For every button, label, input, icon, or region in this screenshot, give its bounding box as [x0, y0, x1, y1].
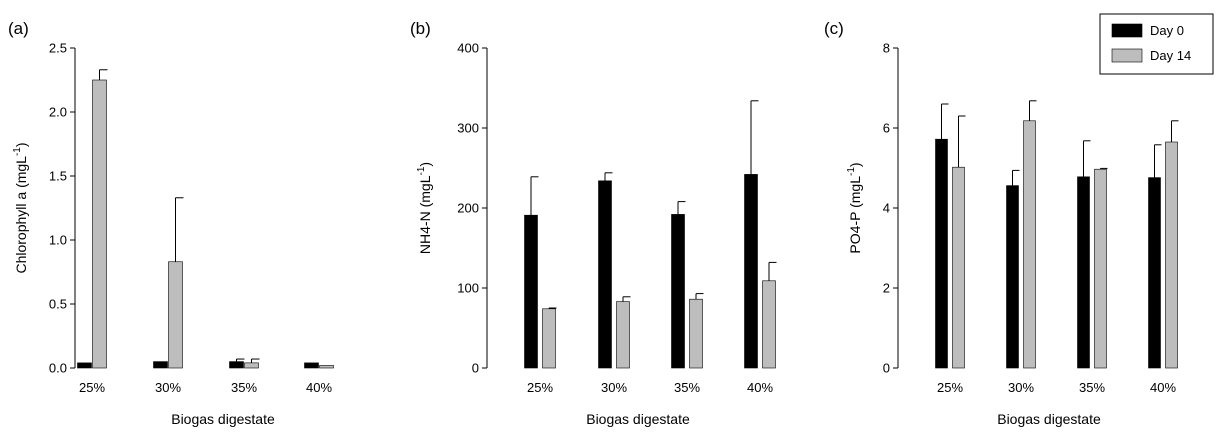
y-tick-label: 200 [457, 201, 479, 216]
y-axis-label-main: Chlorophyll a (mgL [13, 156, 29, 274]
y-tick-label: 4 [883, 201, 890, 216]
bar-day14-35pct [1094, 168, 1107, 369]
y-tick-label: 8 [883, 41, 890, 56]
bar-day0-40pct [744, 174, 758, 369]
bar-day0-30pct [153, 361, 168, 369]
panel-a: (a) 0.0 0.5 1.0 1.5 2.0 2.5 Chlorophyll a (mgL-… [8, 19, 334, 427]
bar-day0-30pct [1006, 185, 1019, 369]
panel-label: (a) [8, 19, 29, 38]
bar-day0-25pct [524, 214, 538, 369]
legend-label-day14: Day 14 [1150, 48, 1191, 63]
x-tick-label: 35% [1079, 380, 1105, 395]
y-tick-label: 1.0 [49, 233, 67, 248]
x-tick-label: 35% [231, 380, 257, 395]
x-tick-label: 40% [747, 380, 773, 395]
y-axis-label-superscript: -1 [12, 147, 23, 156]
y-axis-label-close: ) [847, 162, 863, 167]
y-tick-label: 2.0 [49, 105, 67, 120]
bar-day0-25pct [935, 138, 948, 369]
y-axis-label-superscript: -1 [846, 167, 857, 176]
y-tick-label: 0 [472, 361, 479, 376]
bar-day0-35pct [229, 361, 244, 369]
x-tick-label: 25% [937, 380, 963, 395]
bar-day0-25pct [77, 362, 92, 369]
bar-day14-30pct [1023, 120, 1036, 369]
bar-day14-35pct [689, 298, 703, 369]
y-tick-label: 100 [457, 281, 479, 296]
bar-day0-30pct [598, 180, 612, 369]
bar-day14-40pct [762, 280, 776, 369]
panel-label: (b) [410, 19, 431, 38]
legend-swatch-day0 [1111, 23, 1143, 38]
panel-label: (c) [824, 19, 844, 38]
y-tick-label: 400 [457, 41, 479, 56]
y-tick-label: 1.5 [49, 169, 67, 184]
y-axis-label-main: NH4-N (mgL [417, 175, 433, 254]
bar-day14-35pct [244, 362, 259, 369]
y-tick-label: 2.5 [49, 41, 67, 56]
legend-swatch-day14 [1111, 48, 1143, 63]
bar-day14-25pct [952, 166, 965, 369]
x-axis-label: Biogas digestate [586, 411, 690, 427]
bar-day14-40pct [319, 365, 334, 369]
legend-label-day0: Day 0 [1150, 23, 1184, 38]
bar-day0-40pct [304, 362, 319, 369]
panel-b: (b) 0 100 200 300 400 NH4-N (mgL-1) 25% 30% 35% 40… [410, 19, 777, 427]
x-axis-label: Biogas digestate [171, 411, 275, 427]
bar-day14-25pct [92, 79, 107, 369]
x-axis-label: Biogas digestate [997, 411, 1101, 427]
y-axis-label: PO4-P (mgL-1) [846, 162, 863, 253]
y-tick-label: 0.0 [49, 361, 67, 376]
y-axis-label-main: PO4-P (mgL [847, 176, 863, 254]
x-tick-label: 35% [674, 380, 700, 395]
y-tick-label: 0.5 [49, 297, 67, 312]
bar-day14-30pct [168, 261, 183, 369]
y-axis-label-superscript: -1 [416, 166, 427, 175]
bar-day14-40pct [1165, 141, 1178, 369]
y-axis-label-close: ) [417, 162, 433, 167]
bar-day0-35pct [1077, 176, 1090, 369]
x-tick-label: 25% [527, 380, 553, 395]
x-tick-label: 40% [1150, 380, 1176, 395]
y-axis-label-close: ) [13, 142, 29, 147]
legend: Day 0 Day 14 [1099, 13, 1214, 75]
y-tick-label: 6 [883, 121, 890, 136]
y-tick-label: 300 [457, 121, 479, 136]
y-tick-label: 0 [883, 361, 890, 376]
x-tick-label: 30% [1008, 380, 1034, 395]
y-axis-label: Chlorophyll a (mgL-1) [12, 142, 29, 273]
y-tick-label: 2 [883, 281, 890, 296]
x-tick-label: 25% [79, 380, 105, 395]
x-tick-label: 30% [601, 380, 627, 395]
bar-day0-40pct [1148, 177, 1161, 369]
bar-day0-35pct [671, 214, 685, 369]
x-tick-label: 30% [155, 380, 181, 395]
bar-day14-25pct [542, 308, 556, 369]
y-axis-label: NH4-N (mgL-1) [416, 162, 433, 254]
x-tick-label: 40% [306, 380, 332, 395]
panel-c: (c) 0 2 4 6 8 PO4-P (mgL-1) 25% 30% 35% 40% Biogas … [824, 13, 1214, 427]
bar-day14-30pct [616, 301, 630, 369]
